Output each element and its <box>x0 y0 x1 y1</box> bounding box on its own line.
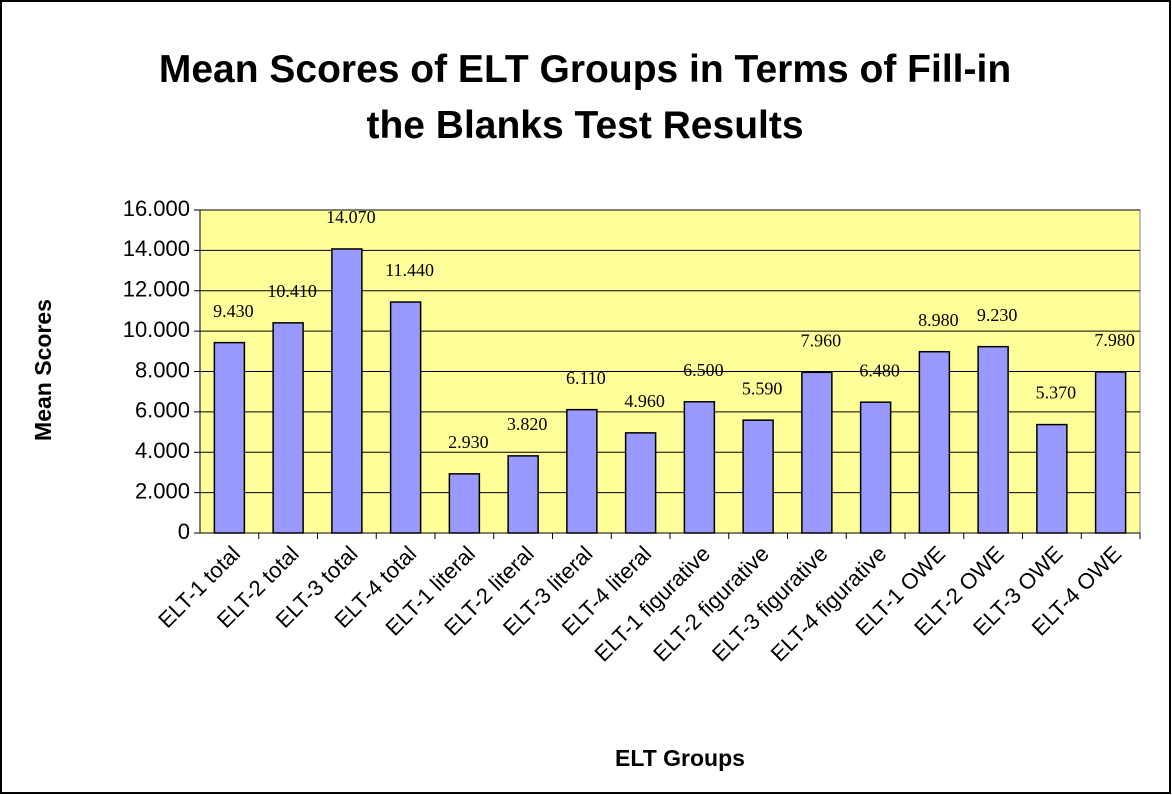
y-tick-label: 16.000 <box>123 196 190 221</box>
bar <box>507 455 539 534</box>
value-label: 9.430 <box>213 301 254 321</box>
bar <box>448 473 481 534</box>
bar <box>213 341 246 534</box>
bar <box>624 432 657 534</box>
chart-title: Mean Scores of ELT Groups in Terms of Fi… <box>158 48 1012 147</box>
bar <box>566 408 598 534</box>
bar <box>801 371 833 534</box>
value-label: 3.820 <box>507 414 548 434</box>
value-label: 7.980 <box>1094 330 1135 350</box>
y-tick-label: 8.000 <box>135 357 190 382</box>
value-label: 11.440 <box>385 260 434 280</box>
value-label: 8.980 <box>918 310 959 330</box>
y-tick-label: 12.000 <box>123 277 190 302</box>
y-tick-label: 2.000 <box>135 478 190 503</box>
bar <box>1036 423 1068 534</box>
value-label: 14.070 <box>326 207 376 227</box>
y-tick-label: 10.000 <box>123 317 190 342</box>
y-tick-label: 0 <box>178 519 190 544</box>
value-label: 7.960 <box>801 330 842 350</box>
bar <box>331 248 363 534</box>
value-label: 5.370 <box>1036 383 1077 403</box>
value-label: 6.110 <box>566 368 606 388</box>
y-tick-label: 6.000 <box>135 398 190 423</box>
bar <box>977 345 1009 534</box>
value-label: 2.930 <box>448 432 489 452</box>
bar <box>918 350 951 534</box>
bar <box>272 322 304 534</box>
bar <box>742 419 774 534</box>
y-tick-label: 4.000 <box>135 438 190 463</box>
bar <box>683 401 716 534</box>
value-label: 6.480 <box>859 360 900 380</box>
value-label: 9.230 <box>977 305 1018 325</box>
bar <box>859 401 892 534</box>
bar <box>389 301 422 534</box>
value-label: 4.960 <box>624 391 665 411</box>
bar <box>1094 371 1127 534</box>
y-tick-label: 14.000 <box>123 236 190 261</box>
y-axis-label: Mean Scores <box>30 299 56 441</box>
value-label: 6.500 <box>683 360 724 380</box>
value-label: 10.410 <box>267 281 317 301</box>
x-axis-label: ELT Groups <box>615 745 745 771</box>
value-label: 5.590 <box>742 378 783 398</box>
